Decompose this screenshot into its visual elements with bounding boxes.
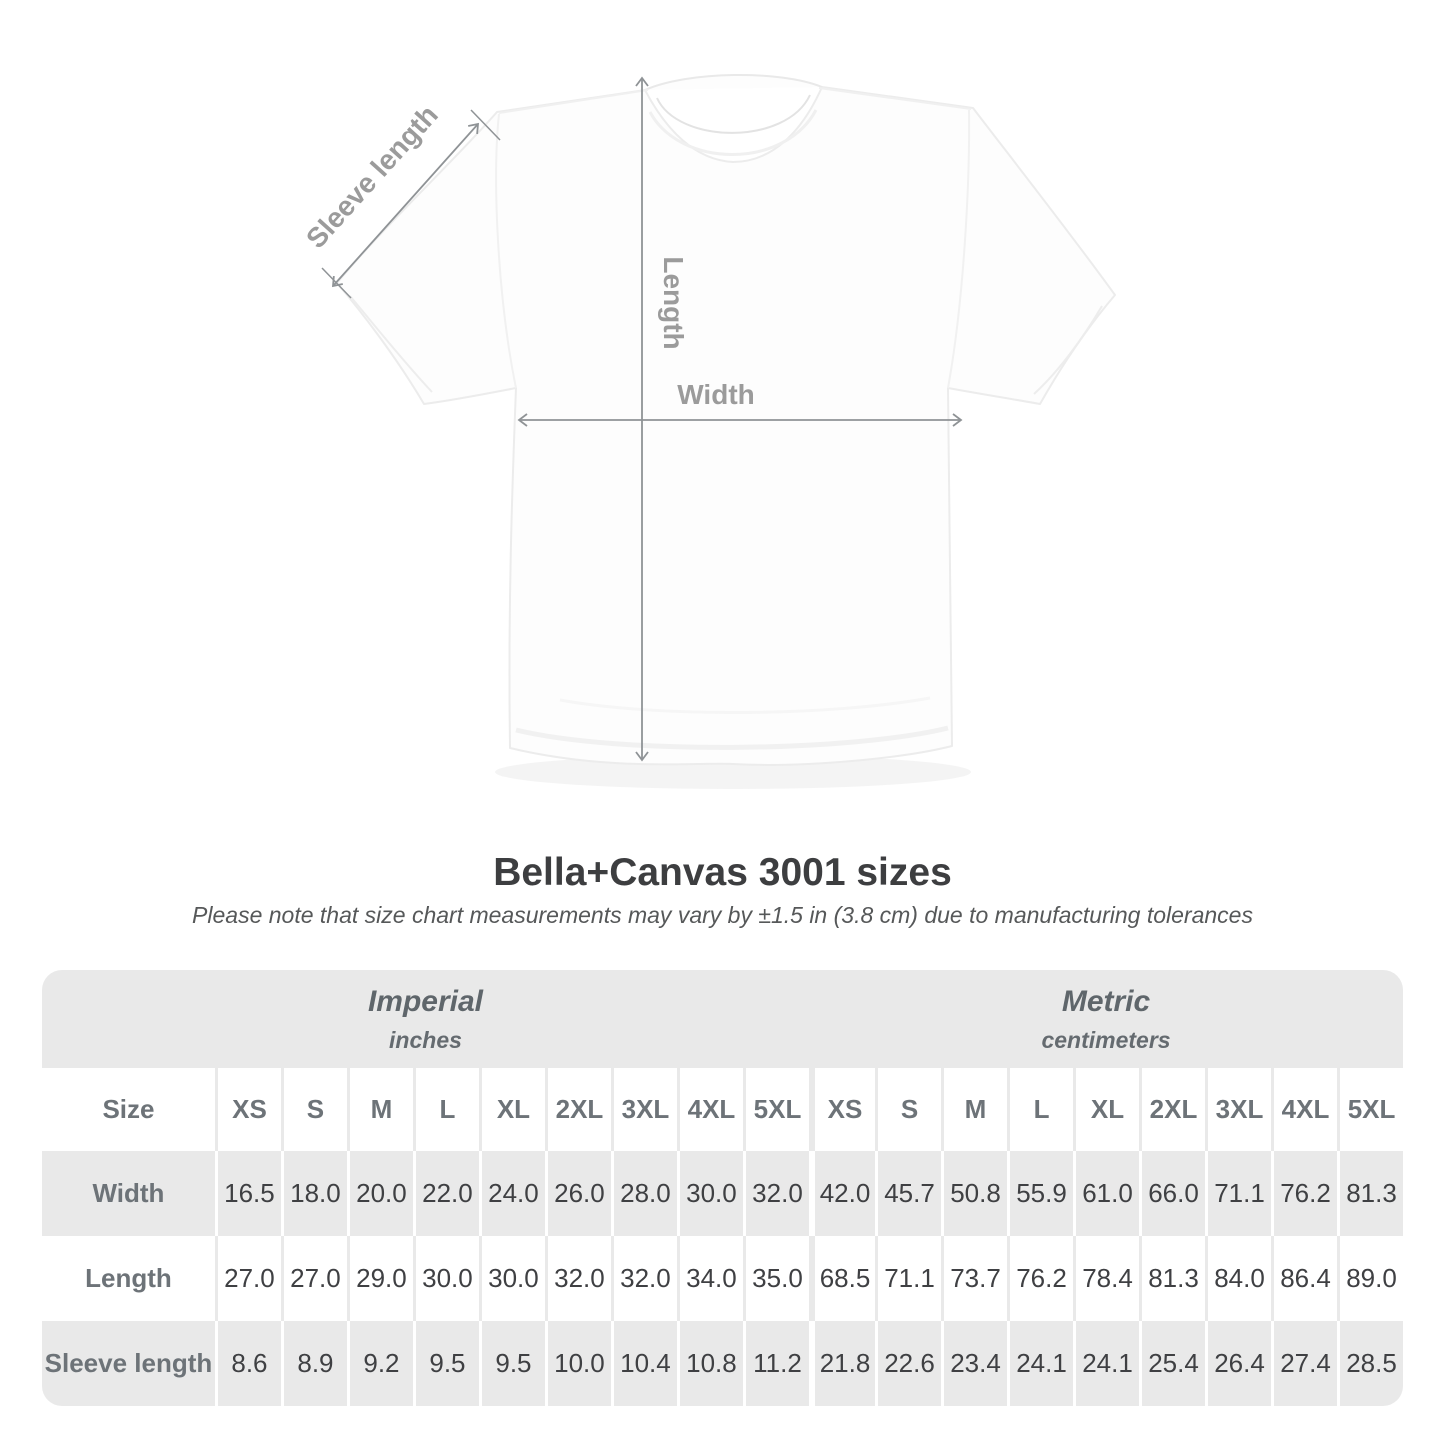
metric-value-cell: 50.8 <box>941 1151 1008 1236</box>
metric-value-cell: 89.0 <box>1337 1236 1404 1321</box>
sleeve-length-arrow <box>321 109 501 299</box>
metric-value-cell: 68.5 <box>809 1236 876 1321</box>
metric-value-cell: 71.1 <box>1205 1151 1272 1236</box>
imperial-value-cell: 28.0 <box>610 1151 677 1236</box>
imperial-value-cell: 30.0 <box>412 1236 479 1321</box>
measurement-row: Width 16.5 18.0 20.0 22.0 24.0 26.0 28.0 30.0 32.… <box>41 1151 1404 1236</box>
size-header-imperial-4xl: 4XL <box>676 1068 743 1151</box>
metric-value-cell: 42.0 <box>809 1151 876 1236</box>
width-label: Width <box>677 379 755 410</box>
measurement-row: Sleeve length 8.6 8.9 9.2 9.5 9.5 10.0 10.4 10.8… <box>41 1321 1404 1406</box>
imperial-value-cell: 29.0 <box>346 1236 413 1321</box>
size-header-metric-4xl: 4XL <box>1271 1068 1338 1151</box>
row-label: Sleeve length <box>41 1321 215 1406</box>
metric-value-cell: 86.4 <box>1271 1236 1338 1321</box>
size-header-metric-s: S <box>875 1068 942 1151</box>
metric-value-cell: 81.3 <box>1139 1236 1206 1321</box>
imperial-value-cell: 9.5 <box>478 1321 545 1406</box>
size-header-imperial-5xl: 5XL <box>742 1068 810 1151</box>
metric-value-cell: 22.6 <box>875 1321 942 1406</box>
unit-band-row: Imperial inches Metric centimeters <box>41 970 1404 1068</box>
imperial-unit-label: inches <box>389 1026 462 1053</box>
imperial-value-cell: 10.8 <box>676 1321 743 1406</box>
metric-value-cell: 23.4 <box>941 1321 1008 1406</box>
length-label: Length <box>658 256 689 349</box>
size-header-imperial-3xl: 3XL <box>610 1068 677 1151</box>
imperial-value-cell: 18.0 <box>280 1151 347 1236</box>
metric-value-cell: 71.1 <box>875 1236 942 1321</box>
size-header-metric-3xl: 3XL <box>1205 1068 1272 1151</box>
size-header-metric-xl: XL <box>1073 1068 1140 1151</box>
imperial-value-cell: 34.0 <box>676 1236 743 1321</box>
size-header-imperial-s: S <box>280 1068 347 1151</box>
metric-value-cell: 24.1 <box>1073 1321 1140 1406</box>
imperial-value-cell: 22.0 <box>412 1151 479 1236</box>
tshirt-diagram-svg: Sleeve length Length Width <box>300 74 1116 789</box>
imperial-label: Imperial <box>367 984 484 1018</box>
imperial-value-cell: 9.5 <box>412 1321 479 1406</box>
size-header-row: Size XS S M L XL 2XL 3XL 4XL 5XL XS S M L XL 2XL 3XL 4XL… <box>41 1068 1404 1151</box>
imperial-value-cell: 8.9 <box>280 1321 347 1406</box>
metric-value-cell: 28.5 <box>1337 1321 1404 1406</box>
page-title: Bella+Canvas 3001 sizes <box>493 851 952 894</box>
imperial-value-cell: 9.2 <box>346 1321 413 1406</box>
metric-value-cell: 25.4 <box>1139 1321 1206 1406</box>
row-label: Width <box>41 1151 215 1236</box>
metric-unit-label: centimeters <box>1041 1026 1171 1053</box>
metric-value-cell: 66.0 <box>1139 1151 1206 1236</box>
size-header-metric-2xl: 2XL <box>1139 1068 1206 1151</box>
metric-value-cell: 78.4 <box>1073 1236 1140 1321</box>
size-header-imperial-m: M <box>346 1068 413 1151</box>
imperial-section-header: Imperial inches <box>41 970 810 1068</box>
size-table: Imperial inches Metric centimeters Size … <box>41 970 1404 1406</box>
metric-value-cell: 24.1 <box>1007 1321 1074 1406</box>
metric-value-cell: 27.4 <box>1271 1321 1338 1406</box>
imperial-value-cell: 35.0 <box>742 1236 810 1321</box>
imperial-value-cell: 10.0 <box>544 1321 611 1406</box>
imperial-value-cell: 10.4 <box>610 1321 677 1406</box>
metric-section-header: Metric centimeters <box>809 970 1404 1068</box>
metric-value-cell: 73.7 <box>941 1236 1008 1321</box>
imperial-value-cell: 32.0 <box>544 1236 611 1321</box>
metric-value-cell: 26.4 <box>1205 1321 1272 1406</box>
metric-value-cell: 81.3 <box>1337 1151 1404 1236</box>
size-header-metric-5xl: 5XL <box>1337 1068 1404 1151</box>
tshirt-measurement-diagram: Sleeve length Length Width <box>300 74 1116 789</box>
metric-value-cell: 84.0 <box>1205 1236 1272 1321</box>
imperial-value-cell: 20.0 <box>346 1151 413 1236</box>
size-header-metric-l: L <box>1007 1068 1074 1151</box>
imperial-value-cell: 16.5 <box>214 1151 281 1236</box>
size-header-metric-xs: XS <box>809 1068 876 1151</box>
imperial-value-cell: 32.0 <box>742 1151 810 1236</box>
metric-value-cell: 55.9 <box>1007 1151 1074 1236</box>
imperial-value-cell: 30.0 <box>676 1151 743 1236</box>
page-subtitle: Please note that size chart measurements… <box>192 902 1253 928</box>
size-header-imperial-2xl: 2XL <box>544 1068 611 1151</box>
metric-value-cell: 21.8 <box>809 1321 876 1406</box>
size-column-header: Size <box>41 1068 215 1151</box>
metric-value-cell: 76.2 <box>1007 1236 1074 1321</box>
title-block: Bella+Canvas 3001 sizes Please note that… <box>0 850 1445 930</box>
size-header-imperial-xl: XL <box>478 1068 545 1151</box>
size-header-metric-m: M <box>941 1068 1008 1151</box>
imperial-value-cell: 8.6 <box>214 1321 281 1406</box>
metric-value-cell: 61.0 <box>1073 1151 1140 1236</box>
measurement-row: Length 27.0 27.0 29.0 30.0 30.0 32.0 32.0 34.0 35… <box>41 1236 1404 1321</box>
metric-value-cell: 76.2 <box>1271 1151 1338 1236</box>
size-header-imperial-l: L <box>412 1068 479 1151</box>
metric-value-cell: 45.7 <box>875 1151 942 1236</box>
imperial-value-cell: 26.0 <box>544 1151 611 1236</box>
imperial-value-cell: 27.0 <box>280 1236 347 1321</box>
imperial-value-cell: 24.0 <box>478 1151 545 1236</box>
metric-label: Metric <box>1061 984 1151 1018</box>
size-header-imperial-xs: XS <box>214 1068 281 1151</box>
imperial-value-cell: 11.2 <box>742 1321 810 1406</box>
imperial-value-cell: 30.0 <box>478 1236 545 1321</box>
row-label: Length <box>41 1236 215 1321</box>
imperial-value-cell: 32.0 <box>610 1236 677 1321</box>
imperial-value-cell: 27.0 <box>214 1236 281 1321</box>
